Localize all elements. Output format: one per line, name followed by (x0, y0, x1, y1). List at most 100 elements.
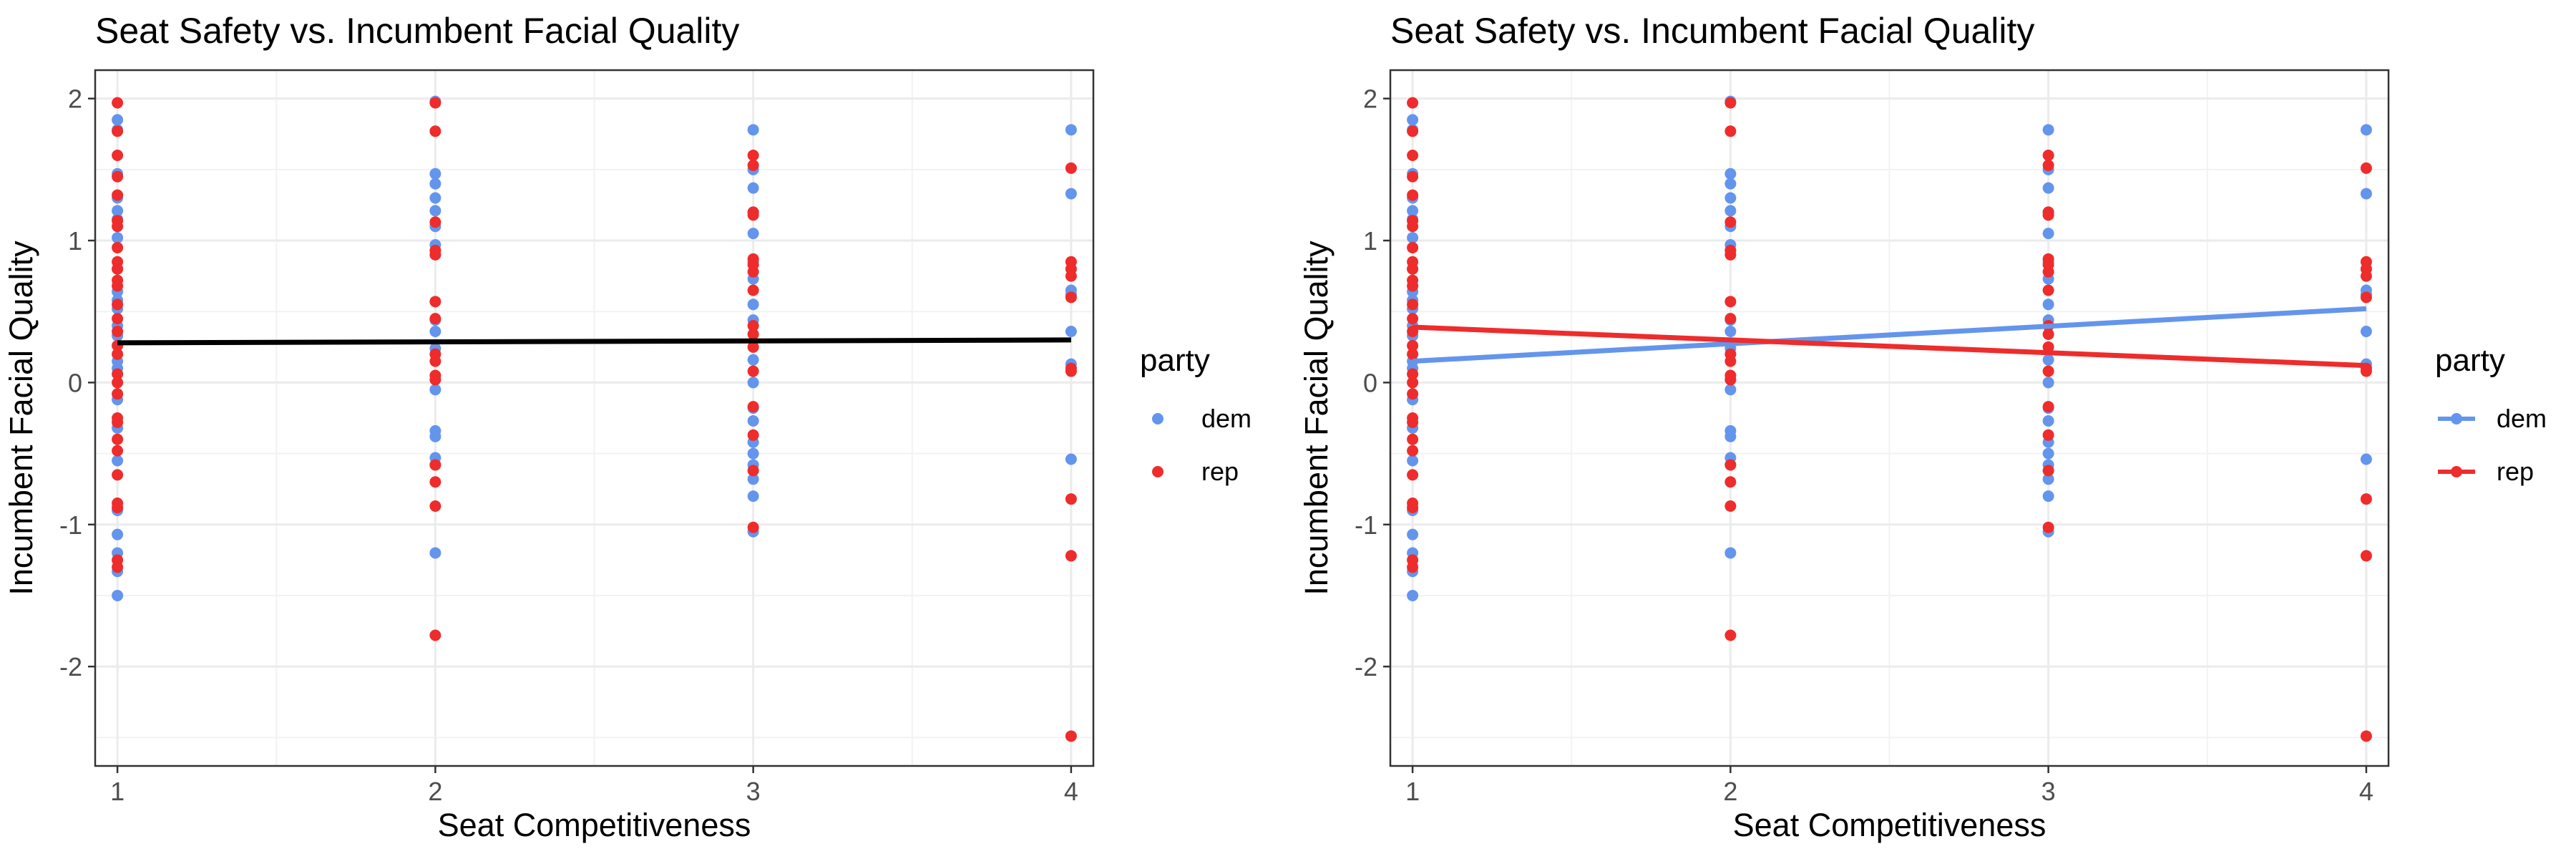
dem-point (747, 377, 759, 389)
rep-point (112, 241, 124, 253)
fit-lines (1412, 306, 2367, 369)
right-chart: Seat Safety vs. Incumbent Facial Quality… (1298, 11, 2547, 843)
rep-point (429, 248, 441, 261)
rep-point (112, 561, 124, 573)
rep-point (1407, 561, 1419, 573)
x-axis-label: Seat Competitiveness (1733, 807, 2046, 843)
legend-title: party (2435, 343, 2505, 378)
dem-point (429, 192, 441, 204)
rep-point (112, 299, 124, 311)
rep-point (112, 433, 124, 445)
dem-point (1724, 178, 1737, 190)
rep-point (747, 320, 759, 332)
dem-point (1407, 232, 1419, 244)
y-tick-label: 0 (1363, 368, 1377, 397)
rep-point (429, 374, 441, 386)
dem-point (1065, 188, 1077, 200)
rep-legend-label: rep (2497, 457, 2534, 486)
dem-point (747, 228, 759, 240)
rep-point (1065, 365, 1077, 377)
legend-title: party (1140, 343, 1210, 378)
rep-point (1407, 339, 1419, 351)
dem-point (2042, 377, 2054, 389)
y-tick-label: 0 (68, 368, 82, 397)
rep-point (2042, 465, 2054, 477)
x-tick-label: 2 (428, 777, 442, 806)
y-tick-label: -2 (1355, 652, 1377, 681)
rep-point (112, 325, 124, 337)
y-tick-label: 2 (68, 84, 82, 114)
y-tick-label: -1 (1355, 510, 1377, 540)
rep-point (2042, 266, 2054, 278)
rep-point (1724, 216, 1737, 228)
rep-point (112, 377, 124, 389)
dem-point (429, 325, 441, 337)
rep-point (1407, 501, 1419, 513)
dem-point (2360, 325, 2372, 337)
dem-point (1724, 192, 1737, 204)
rep-point (112, 170, 124, 183)
rep-point (2042, 365, 2054, 377)
rep-point (1065, 291, 1077, 304)
dem-point (1724, 168, 1737, 180)
rep-point (1407, 388, 1419, 400)
dem-point (1407, 455, 1419, 467)
rep-point (2360, 550, 2372, 562)
dem-point (2360, 124, 2372, 136)
rep-point (2042, 209, 2054, 221)
rep-point (112, 469, 124, 481)
rep-legend-key (2451, 466, 2462, 477)
x-axis-ticks: 1 2 3 4 (110, 766, 1078, 806)
dem-point (429, 384, 441, 396)
x-tick-label: 1 (110, 777, 125, 806)
rep-point (747, 266, 759, 278)
dem-point (2360, 453, 2372, 465)
rep-point (1065, 730, 1077, 742)
dem-point (1065, 124, 1077, 136)
scatter-points (1407, 95, 2372, 742)
rep-point (2360, 291, 2372, 304)
rep-point (1407, 445, 1419, 457)
rep-point (1065, 493, 1077, 505)
rep-point (1407, 170, 1419, 183)
rep-legend-label: rep (1201, 457, 1239, 486)
x-axis-ticks: 1 2 3 4 (1405, 766, 2373, 806)
dem-point (429, 168, 441, 180)
rep-point (2360, 162, 2372, 174)
dem-point (112, 205, 124, 217)
rep-point (112, 125, 124, 137)
y-tick-label: -2 (59, 652, 82, 681)
rep-point (112, 445, 124, 457)
rep-fit-line (1412, 324, 2367, 369)
dem-point (747, 414, 759, 427)
rep-point (2360, 270, 2372, 282)
dem-point (747, 447, 759, 460)
dem-point (429, 178, 441, 190)
rep-point (2042, 401, 2054, 413)
rep-point (747, 284, 759, 296)
rep-point (2042, 521, 2054, 533)
rep-point (1065, 550, 1077, 562)
rep-point (1724, 355, 1737, 367)
panel-border (1389, 69, 2390, 767)
panel-border (94, 69, 1095, 767)
dem-point (1724, 384, 1737, 396)
rep-point (1724, 459, 1737, 471)
rep-point (1407, 189, 1419, 201)
dem-point (1724, 430, 1737, 442)
rep-point (1724, 248, 1737, 261)
dem-point (2042, 490, 2054, 503)
rep-point (1407, 150, 1419, 162)
rep-point (112, 220, 124, 233)
dem-point (2042, 473, 2054, 485)
rep-point (112, 416, 124, 428)
rep-point (1724, 374, 1737, 386)
dem-point (1724, 205, 1737, 217)
rep-point (429, 125, 441, 137)
chart-title: Seat Safety vs. Incumbent Facial Quality (1390, 11, 2034, 51)
rep-point (1407, 263, 1419, 275)
rep-point (1407, 280, 1419, 292)
rep-point (112, 189, 124, 201)
dem-point (112, 589, 124, 601)
y-axis-label: Incumbent Facial Quality (1298, 241, 1335, 596)
